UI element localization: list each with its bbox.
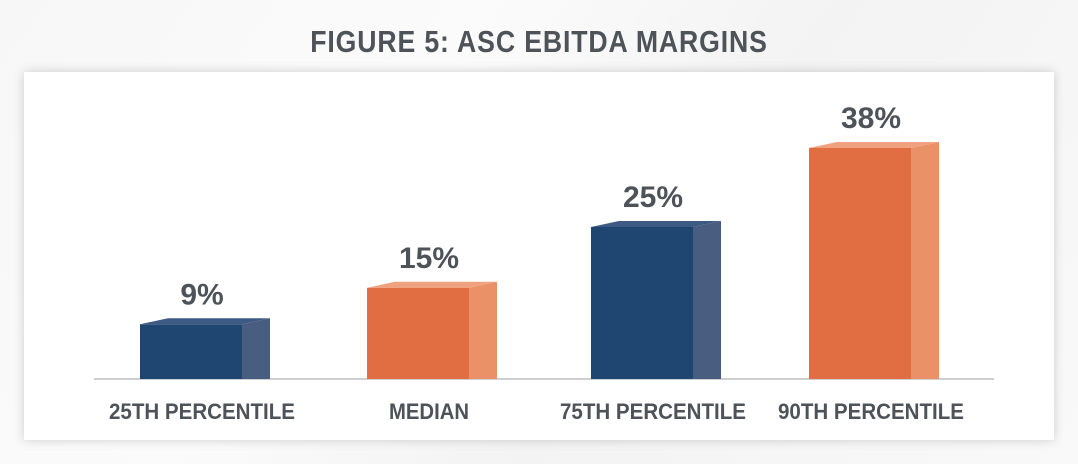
value-label-1: 9% xyxy=(180,278,223,311)
category-label-1: 25TH PERCENTILE xyxy=(109,399,295,424)
bar-top-2 xyxy=(367,281,497,288)
bar-top-4 xyxy=(809,141,939,148)
value-label-2: 15% xyxy=(399,242,459,275)
bar-4 xyxy=(809,147,911,379)
bar-top-3 xyxy=(591,221,721,227)
bar-2 xyxy=(367,287,469,379)
bar-side-4 xyxy=(911,141,939,379)
bar-1 xyxy=(140,324,242,379)
value-label-3: 25% xyxy=(623,181,683,214)
category-label-3: 75TH PERCENTILE xyxy=(560,399,746,424)
bar-3 xyxy=(591,227,693,379)
category-label-4: 90TH PERCENTILE xyxy=(778,399,964,424)
bar-side-3 xyxy=(693,221,721,379)
value-label-4: 38% xyxy=(841,102,901,135)
category-label-2: MEDIAN xyxy=(389,399,469,424)
bar-side-2 xyxy=(469,281,497,379)
bar-top-1 xyxy=(140,318,270,325)
chart-title: FIGURE 5: ASC EBITDA MARGINS xyxy=(310,24,768,59)
bar-side-1 xyxy=(242,318,270,379)
